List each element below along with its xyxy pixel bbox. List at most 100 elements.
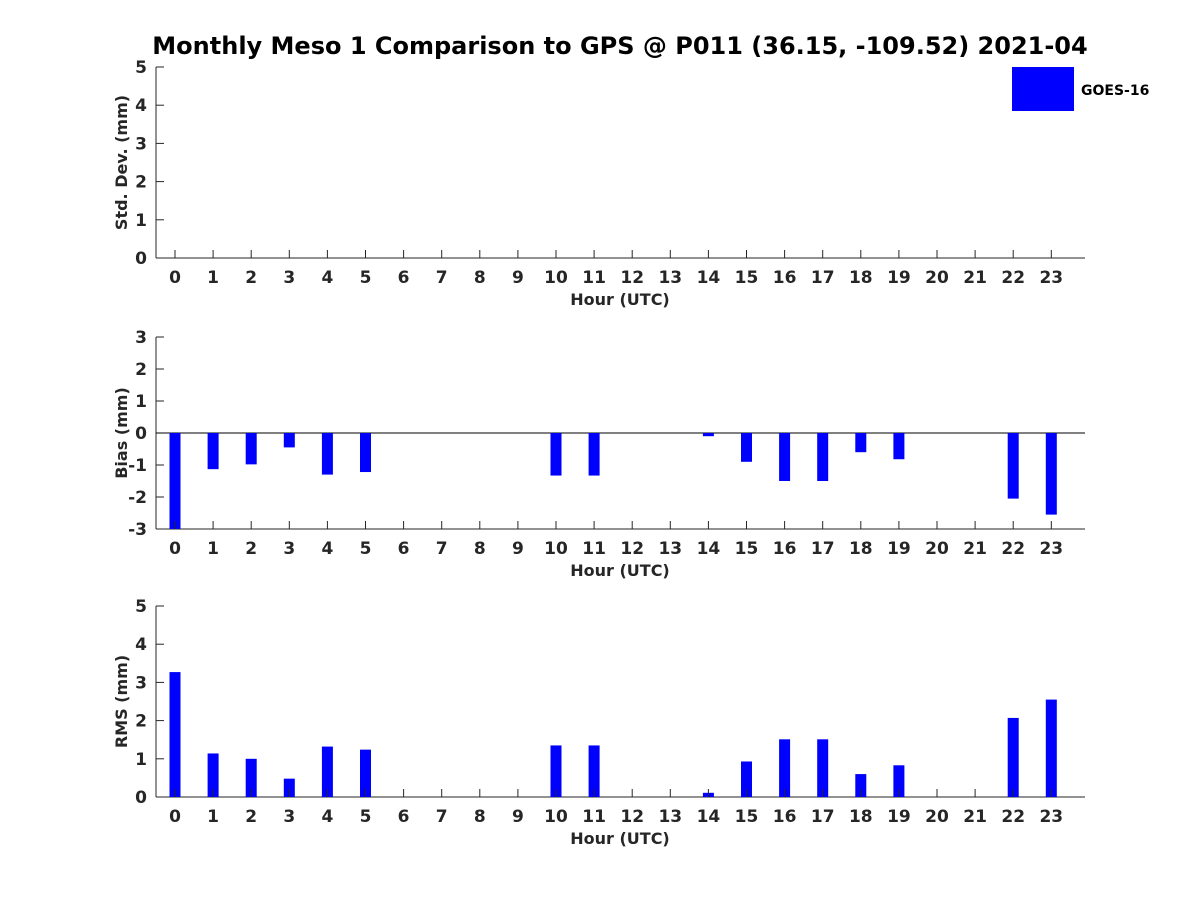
- bar: [1045, 433, 1057, 515]
- x-tick-label: 17: [811, 268, 835, 288]
- x-tick-label: 8: [474, 807, 486, 827]
- y-tick-label: 2: [135, 712, 147, 732]
- x-tick-label: 23: [1039, 807, 1063, 827]
- y-tick-label: -2: [128, 488, 147, 508]
- y-axis-label: Bias (mm): [112, 387, 131, 479]
- x-tick-label: 14: [697, 539, 721, 559]
- x-tick-label: 11: [582, 807, 606, 827]
- x-tick-label: 7: [436, 268, 448, 288]
- bar: [245, 758, 257, 797]
- bar: [360, 433, 371, 473]
- y-tick-label: 4: [135, 635, 147, 655]
- x-axis-label: Hour (UTC): [570, 290, 670, 309]
- bar: [321, 746, 333, 797]
- x-tick-label: 16: [773, 807, 797, 827]
- y-tick-label: 3: [135, 328, 147, 348]
- x-tick-label: 23: [1039, 539, 1063, 559]
- legend-swatch: [1012, 67, 1074, 111]
- x-tick-label: 14: [697, 268, 721, 288]
- y-tick-label: -3: [128, 520, 147, 540]
- x-tick-label: 12: [620, 268, 644, 288]
- bar: [283, 433, 295, 448]
- x-tick-label: 6: [398, 539, 410, 559]
- bar: [855, 774, 867, 797]
- bar: [321, 433, 333, 475]
- x-tick-label: 1: [207, 539, 219, 559]
- bar: [550, 745, 562, 797]
- x-tick-label: 21: [963, 539, 987, 559]
- x-tick-label: 1: [207, 807, 219, 827]
- bar: [779, 739, 791, 797]
- x-tick-label: 19: [887, 807, 911, 827]
- bar: [741, 761, 752, 797]
- x-tick-label: 11: [582, 539, 606, 559]
- x-tick-label: 21: [963, 807, 987, 827]
- x-tick-label: 1: [207, 268, 219, 288]
- y-tick-label: 5: [135, 597, 147, 617]
- x-tick-label: 4: [321, 268, 333, 288]
- x-tick-label: 7: [436, 539, 448, 559]
- bar: [779, 433, 791, 481]
- x-tick-label: 3: [283, 539, 295, 559]
- x-tick-label: 19: [887, 268, 911, 288]
- bar: [207, 753, 219, 797]
- bar: [855, 433, 867, 453]
- x-tick-label: 21: [963, 268, 987, 288]
- x-tick-label: 7: [436, 807, 448, 827]
- x-tick-label: 9: [512, 539, 524, 559]
- y-tick-label: 2: [135, 173, 147, 193]
- bar: [893, 765, 905, 797]
- y-tick-label: 5: [135, 58, 147, 78]
- y-tick-label: 0: [135, 249, 147, 269]
- x-tick-label: 10: [544, 539, 568, 559]
- x-tick-label: 23: [1039, 268, 1063, 288]
- x-tick-label: 10: [544, 807, 568, 827]
- x-tick-label: 22: [1001, 268, 1025, 288]
- x-tick-label: 3: [283, 268, 295, 288]
- bar: [1007, 433, 1019, 499]
- y-tick-label: 1: [135, 750, 147, 770]
- x-tick-label: 8: [474, 268, 486, 288]
- y-tick-label: -1: [128, 456, 147, 476]
- bar: [1045, 699, 1057, 797]
- y-axis-label: RMS (mm): [112, 655, 131, 748]
- x-tick-label: 0: [169, 539, 181, 559]
- bar: [1007, 717, 1019, 797]
- legend: GOES-16: [1012, 67, 1149, 111]
- bar: [245, 433, 257, 465]
- y-axis-label: Std. Dev. (mm): [112, 95, 131, 230]
- x-tick-label: 0: [169, 268, 181, 288]
- legend-label: GOES-16: [1081, 83, 1149, 99]
- x-tick-label: 9: [512, 268, 524, 288]
- y-tick-label: 2: [135, 360, 147, 380]
- x-tick-label: 19: [887, 539, 911, 559]
- x-tick-label: 6: [398, 268, 410, 288]
- bar: [817, 739, 829, 797]
- y-tick-label: 1: [135, 211, 147, 231]
- bar: [588, 433, 600, 476]
- x-tick-label: 20: [925, 268, 949, 288]
- x-tick-label: 15: [735, 807, 759, 827]
- x-tick-label: 14: [697, 807, 721, 827]
- x-tick-label: 16: [773, 539, 797, 559]
- x-tick-label: 2: [245, 268, 257, 288]
- x-axis-label: Hour (UTC): [570, 829, 670, 848]
- bar: [741, 433, 752, 462]
- x-tick-label: 3: [283, 807, 295, 827]
- x-tick-label: 11: [582, 268, 606, 288]
- x-tick-label: 12: [620, 539, 644, 559]
- bar: [817, 433, 829, 481]
- x-tick-label: 8: [474, 539, 486, 559]
- x-tick-label: 6: [398, 807, 410, 827]
- bar: [207, 433, 219, 470]
- y-tick-label: 0: [135, 788, 147, 808]
- x-tick-label: 20: [925, 539, 949, 559]
- y-tick-label: 4: [135, 96, 147, 116]
- bar: [550, 433, 562, 476]
- x-tick-label: 5: [360, 539, 372, 559]
- x-tick-label: 13: [658, 268, 682, 288]
